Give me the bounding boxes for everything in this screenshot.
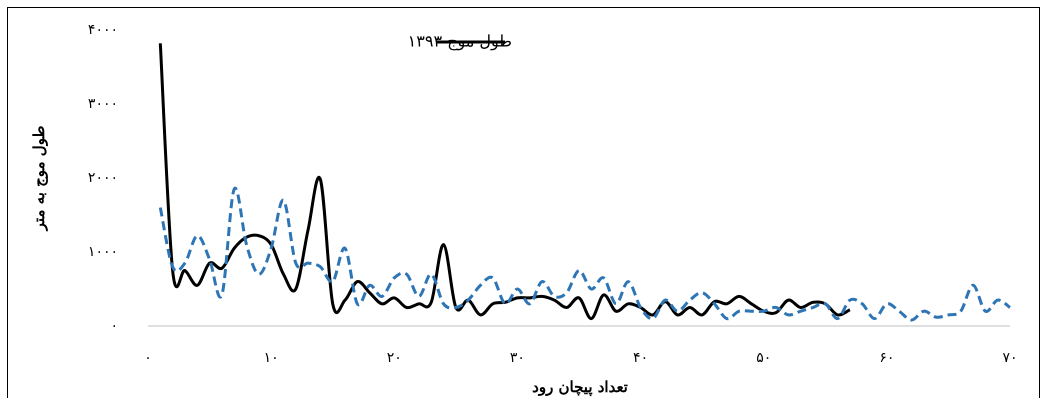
data-line [158, 43, 851, 321]
x-axis-label: تعداد پیچان رود [532, 378, 628, 397]
x-tick-label: ۱۰ [264, 350, 279, 366]
y-tick-label: ۳۰۰۰ [88, 96, 118, 112]
y-tick-label: ۰ [110, 318, 118, 334]
x-tick-label: ۳۰ [510, 350, 525, 366]
legend-label: طول موج ۱۳۹۳ [408, 32, 512, 51]
x-tick-label: ۰ [144, 350, 152, 366]
x-tick-label: ۷۰ [1002, 350, 1017, 366]
x-tick-label: ۴۰ [633, 350, 648, 366]
y-tick-label: ۴۰۰۰ [88, 22, 118, 38]
y-axis-label: طول موج به متر [30, 126, 48, 232]
x-tick-label: ۵۰ [756, 350, 771, 366]
chart-frame [7, 7, 1040, 402]
data-line [158, 186, 1011, 322]
y-tick-label: ۱۰۰۰ [88, 244, 118, 260]
y-tick-label: ۲۰۰۰ [88, 170, 118, 186]
x-tick-label: ۲۰ [387, 350, 402, 366]
x-tick-label: ۶۰ [879, 350, 894, 366]
